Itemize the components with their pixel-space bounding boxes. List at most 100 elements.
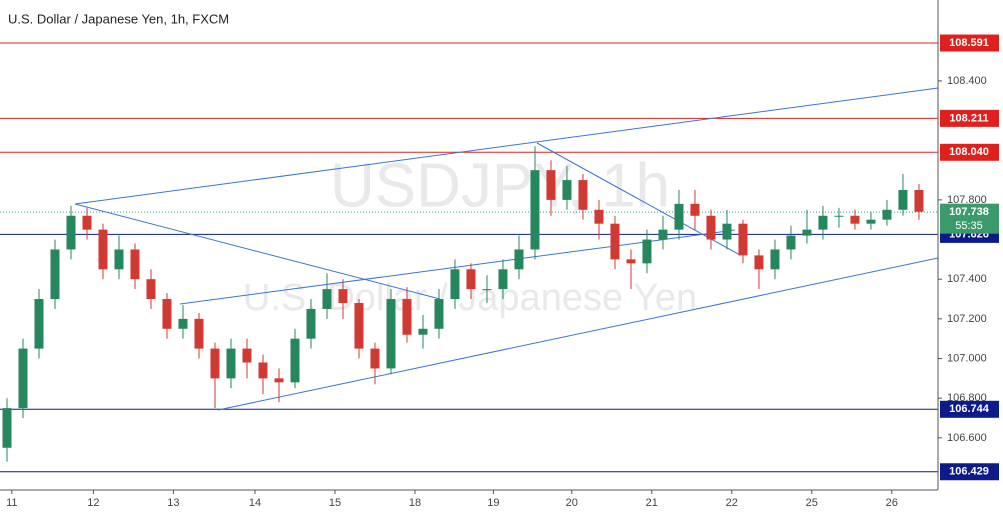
candle-body [338,289,348,304]
candle-body [306,308,316,339]
y-tick-label: 108.400 [947,75,987,87]
candle-body [466,269,476,290]
level-label-box [940,34,999,52]
candle-body [674,203,684,230]
price-labels: 108.591108.211108.040107.626106.744106.4… [940,34,999,481]
x-tick-label: 11 [6,497,17,509]
level-label-box [940,109,999,127]
candle-body [386,299,396,369]
y-tick-label: 107.400 [947,273,987,285]
x-tick-label: 26 [886,497,898,509]
candle-body [626,259,636,264]
candle-body [642,239,652,264]
chart-title: U.S. Dollar / Japanese Yen, 1h, FXCM [8,11,229,26]
trendline [536,142,741,256]
candle-body [690,203,700,216]
level-label: 106.744 [949,403,990,415]
trendline [74,203,441,300]
candle-body [322,289,332,309]
level-label: 108.211 [949,112,988,124]
candle-body [850,215,860,224]
candle-body [210,348,220,379]
y-tick-label: 107.200 [947,313,987,325]
candle-body [898,189,908,210]
candle-body [146,279,156,300]
level-label-box [940,463,999,481]
x-tick-label: 22 [726,497,738,509]
candle-body [658,229,668,240]
axes: 106.600106.800107.000107.200107.400107.8… [6,75,987,509]
candle-body [738,223,748,256]
candle-body [242,348,252,363]
candle-body [18,348,28,409]
level-label: 106.429 [949,466,989,478]
candle-body [34,299,44,349]
watermark: USDJPY, 1h [330,151,670,220]
candle-body [610,223,620,260]
candle-body [98,229,108,270]
candle-body [114,249,124,270]
last-price-label: 107.738 [949,206,989,218]
trendline [217,257,939,411]
candle-body [594,209,604,224]
candle-body [66,215,76,250]
candle-body [482,289,492,291]
candle-body [802,229,812,236]
candle-body [834,215,844,217]
candle-body [882,209,892,220]
candle-body [578,180,588,210]
level-label-box [940,400,999,418]
x-tick-label: 12 [87,497,99,509]
candle-body [914,189,924,212]
candle-body [178,318,188,329]
candle-body [498,269,508,290]
x-tick-label: 25 [806,497,818,509]
x-tick-label: 15 [329,497,341,509]
candle-body [546,170,556,200]
candle-body [370,348,380,369]
candle-body [722,223,732,240]
x-tick-label: 21 [646,497,658,509]
candle-body [130,249,140,280]
trendline [74,87,939,205]
candle-body [50,249,60,300]
candle-body [530,170,540,250]
y-tick-label: 106.600 [947,432,987,444]
candle-body [866,219,876,224]
candle-body [706,215,716,240]
candle-body [290,338,300,383]
candle-body [818,215,828,230]
level-label: 108.040 [949,146,989,158]
y-tick-label: 107.000 [947,352,987,364]
candle-body [450,269,460,300]
candle-body [194,318,204,349]
levels [0,42,938,473]
candle-body [226,348,236,379]
candle-body [402,299,412,335]
candle-body [434,299,444,329]
x-tick-label: 20 [566,497,578,509]
x-tick-label: 13 [167,497,179,509]
x-tick-label: 18 [409,497,421,509]
candle-body [562,180,572,200]
candle-body [770,249,780,270]
last-price-box [940,203,999,234]
candles [2,146,924,462]
candle-body [418,328,428,335]
candle-body [354,303,364,349]
y-tick-label: 107.800 [947,194,987,206]
candle-body [162,299,172,329]
candle-body [2,408,12,448]
level-label: 108.591 [949,37,989,49]
candle-body [274,378,284,383]
countdown: 55:35 [955,220,983,232]
level-label-box [940,143,999,161]
candle-body [786,235,796,250]
candle-body [258,362,268,379]
x-tick-label: 19 [487,497,499,509]
candle-body [82,215,92,230]
x-tick-label: 14 [249,497,261,509]
candle-body [754,255,764,270]
